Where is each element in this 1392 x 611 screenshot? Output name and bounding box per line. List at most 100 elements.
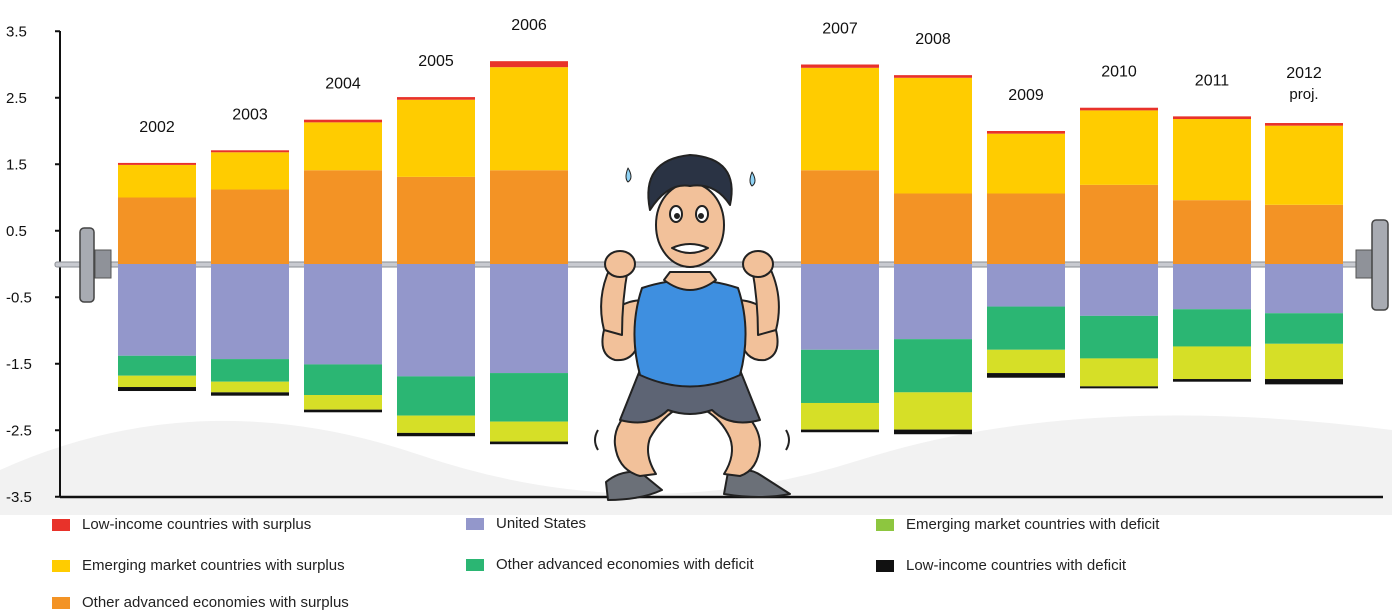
bar-segment (304, 170, 382, 264)
bar-segment (987, 133, 1065, 194)
bar-segment (1173, 116, 1251, 120)
bar-segment (490, 264, 568, 374)
bar-segment (1173, 309, 1251, 347)
bar-segment (894, 77, 972, 194)
bar-segment (1265, 379, 1343, 385)
category-label: 2006 (511, 17, 547, 34)
bar-segment (118, 197, 196, 264)
y-tick-label: 1.5 (6, 156, 27, 173)
bar-segment (987, 131, 1065, 134)
bar-segment (987, 193, 1065, 264)
bar-segment (894, 392, 972, 430)
bar-segment (801, 64, 879, 68)
bar-segment (1080, 358, 1158, 387)
category-label: 2003 (232, 106, 268, 123)
weightlifter-hair (647, 154, 733, 211)
bar-segment (397, 415, 475, 433)
bar-segment (211, 150, 289, 153)
bar-segment (987, 264, 1065, 307)
y-tick-label: 2.5 (6, 90, 27, 107)
category-label: 2012 (1286, 65, 1322, 82)
weightlifter-left-fist (604, 250, 636, 278)
bar-segment (490, 373, 568, 422)
shake-mark-icon (785, 429, 790, 451)
bars-group: 2002 2003 2004 2005 2006 2007 2008 2009 2010 2011… (118, 17, 1343, 445)
weightlifter-neck (663, 271, 717, 291)
y-tick-label: -3.5 (6, 489, 32, 506)
bar-segment (304, 122, 382, 171)
bar-segment (118, 264, 196, 356)
bar-segment (397, 376, 475, 416)
bar-segment (118, 164, 196, 198)
category-label: 2004 (325, 76, 361, 93)
category-label: 2009 (1008, 87, 1044, 104)
bar-segment (894, 264, 972, 340)
y-axis-ticks: 3.5 2.5 1.5 0.5 -0.5 -1.5 -2.5 -3.5 (6, 23, 60, 506)
bar-segment (118, 355, 196, 376)
bar-segment (397, 97, 475, 100)
bar-segment (118, 375, 196, 388)
bar-segment (1265, 125, 1343, 205)
category-sublabel: proj. (1289, 86, 1318, 103)
bar-segment (304, 395, 382, 410)
bar-segment (1080, 315, 1158, 359)
bar-segment (987, 373, 1065, 378)
bar-segment (1173, 264, 1251, 310)
bar-segment (211, 359, 289, 382)
bar-segment (1080, 110, 1158, 185)
bar-segment (211, 152, 289, 190)
bar-segment (801, 170, 879, 264)
bar-segment (397, 432, 475, 437)
bar-segment (304, 364, 382, 396)
bar-segment (211, 381, 289, 393)
bar-segment (490, 67, 568, 171)
weightlifter-mouth (671, 243, 709, 254)
y-tick-label: -0.5 (6, 289, 32, 306)
y-tick-label: 0.5 (6, 223, 27, 240)
y-tick-label: 3.5 (6, 23, 27, 40)
bar-segment (211, 189, 289, 264)
sweat-drop-icon (625, 167, 632, 183)
category-label: 2008 (915, 31, 951, 48)
bar-segment (987, 306, 1065, 350)
bar-segment (490, 61, 568, 68)
bar-segment (801, 67, 879, 171)
background-wave (0, 415, 1392, 515)
y-tick-label: -2.5 (6, 422, 32, 439)
bar-segment (211, 264, 289, 360)
bar-segment (397, 176, 475, 264)
barbell (54, 219, 1389, 311)
bar-segment (1265, 123, 1343, 126)
bar-segment (490, 421, 568, 442)
category-label: 2002 (139, 119, 175, 136)
category-label: 2005 (418, 53, 454, 70)
bar-segment (801, 429, 879, 433)
barbell-right-collar (1355, 249, 1373, 279)
bar-segment (1080, 386, 1158, 389)
bar-segment (1265, 343, 1343, 380)
weightlifter-face (655, 182, 725, 268)
bar-segment (894, 75, 972, 78)
bar-segment (801, 264, 879, 350)
bar-segment (1173, 379, 1251, 382)
bar-segment (490, 170, 568, 264)
bar-segment (1173, 200, 1251, 264)
bar-segment (118, 162, 196, 165)
bar-segment (1080, 264, 1158, 316)
bar-segment (397, 99, 475, 177)
bar-segment (894, 339, 972, 393)
weightlifter-illustration (594, 154, 791, 501)
barbell-left-plate (79, 227, 95, 303)
bar-segment (987, 349, 1065, 374)
bar-segment (304, 264, 382, 365)
bar-segment (211, 392, 289, 396)
weightlifter-torso (633, 279, 747, 388)
bar-segment (894, 429, 972, 435)
category-label: 2011 (1195, 72, 1230, 89)
bar-segment (801, 349, 879, 403)
barbell-right-plate (1371, 219, 1389, 311)
bar-segment (1265, 264, 1343, 314)
bar-segment (304, 409, 382, 413)
bar-segment (1080, 107, 1158, 111)
